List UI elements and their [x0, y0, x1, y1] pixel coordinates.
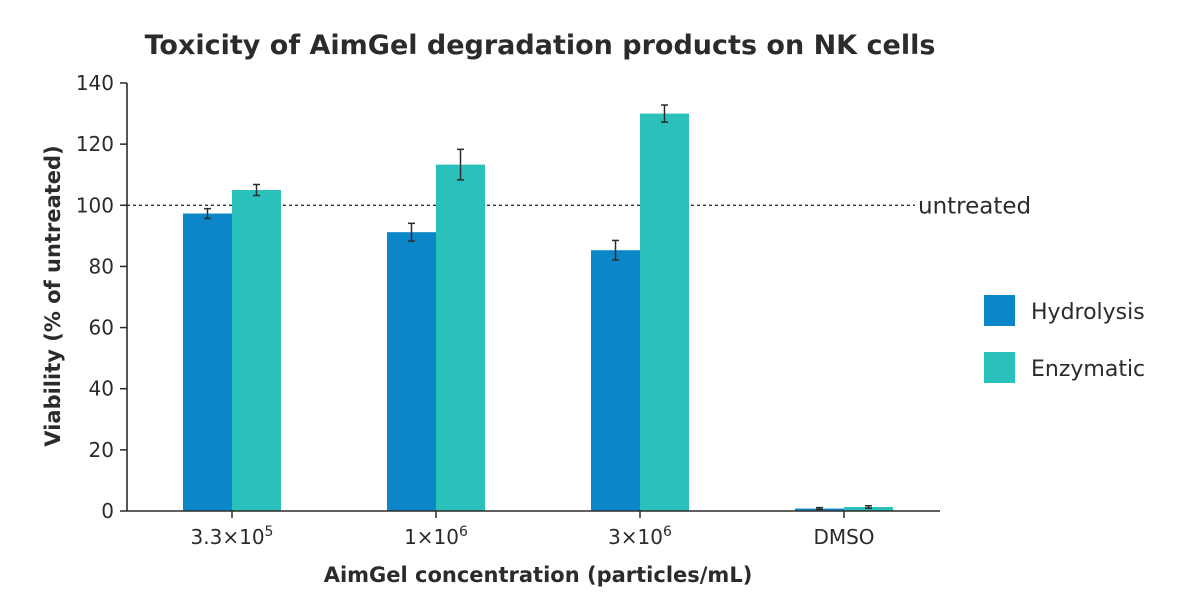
bar-hydrolysis-0: [183, 213, 232, 512]
legend-swatch-hydrolysis: [984, 295, 1015, 326]
chart-title: Toxicity of AimGel degradation products …: [145, 30, 936, 61]
x-axis-label: AimGel concentration (particles/mL): [324, 563, 753, 587]
bar-enzymatic-1: [436, 164, 485, 511]
x-tick-label-0: 3.3×105: [191, 524, 274, 549]
y-tick-label-40: 40: [89, 377, 114, 401]
y-tick-label-120: 120: [76, 132, 114, 156]
legend-label-enzymatic: Enzymatic: [1031, 357, 1145, 382]
y-tick-label-140: 140: [76, 71, 114, 95]
bar-enzymatic-3: [844, 507, 893, 511]
legend-swatch-enzymatic: [984, 352, 1015, 383]
bar-hydrolysis-2: [591, 250, 640, 511]
y-tick-label-20: 20: [89, 438, 114, 462]
x-tick-label-3: DMSO: [813, 525, 874, 549]
bar-enzymatic-2: [640, 113, 689, 512]
reference-line-label: untreated: [918, 193, 1031, 219]
y-tick-label-60: 60: [89, 316, 114, 340]
x-tick-label-2: 3×106: [608, 524, 672, 549]
y-tick-label-80: 80: [89, 254, 114, 278]
plot-area: 0 20 40 60 80 100 120 140 untreated 3.3×105 1×106 3…: [76, 71, 1145, 549]
y-axis-label: Viability (% of untreated): [41, 145, 65, 446]
bar-hydrolysis-1: [387, 232, 436, 511]
y-tick-label-100: 100: [76, 193, 114, 217]
legend-label-hydrolysis: Hydrolysis: [1031, 300, 1145, 325]
x-tick-label-1: 1×106: [404, 524, 468, 549]
y-tick-label-0: 0: [101, 499, 114, 523]
bar-enzymatic-0: [232, 190, 281, 511]
